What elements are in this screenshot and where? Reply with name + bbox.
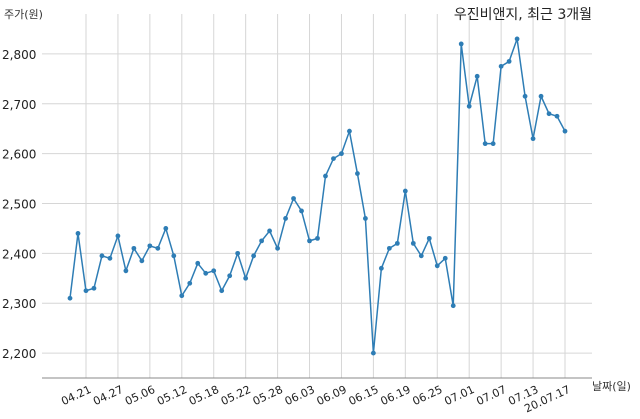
- data-point: [67, 295, 73, 301]
- x-tick-label: 05.12: [155, 383, 189, 408]
- data-point: [498, 63, 504, 69]
- y-tick-label: 2,700: [2, 98, 36, 112]
- data-point: [99, 253, 105, 259]
- x-tick-label: 04.21: [59, 383, 93, 408]
- y-tick-label: 2,500: [2, 197, 36, 211]
- y-tick-label: 2,600: [2, 148, 36, 162]
- price-series-points: [67, 36, 568, 356]
- data-point: [91, 285, 97, 291]
- data-point: [227, 273, 233, 279]
- data-point: [546, 111, 552, 117]
- data-point: [83, 288, 89, 294]
- data-point: [123, 268, 129, 274]
- y-tick-label: 2,300: [2, 297, 36, 311]
- data-point: [171, 253, 177, 259]
- data-point: [378, 265, 384, 271]
- data-point: [283, 216, 288, 221]
- data-point: [147, 243, 153, 249]
- x-tick-label: 05.06: [123, 383, 157, 408]
- data-point: [139, 258, 145, 264]
- data-point: [514, 36, 520, 42]
- y-tick-label: 2,200: [2, 347, 36, 361]
- data-point: [355, 171, 360, 176]
- data-point: [203, 270, 209, 276]
- data-point: [243, 275, 249, 281]
- price-series-line: [69, 38, 566, 354]
- data-point: [450, 303, 456, 309]
- data-point: [530, 136, 536, 142]
- data-point: [347, 128, 352, 134]
- data-point: [370, 350, 376, 356]
- data-point: [195, 260, 201, 266]
- data-point: [187, 280, 193, 286]
- data-point: [115, 233, 121, 239]
- x-tick-label: 06.19: [379, 383, 413, 408]
- chart-title: 우진비앤지, 최근 3개월: [453, 7, 592, 23]
- x-tick-label: 06.25: [410, 383, 444, 408]
- data-point: [131, 245, 137, 251]
- vertical-gridlines: [85, 14, 566, 378]
- data-point: [219, 288, 225, 294]
- data-point: [562, 128, 568, 134]
- data-point: [426, 235, 432, 241]
- data-point: [275, 245, 280, 251]
- x-tick-label: 06.03: [283, 383, 317, 408]
- data-point: [394, 240, 400, 246]
- data-point: [474, 73, 480, 79]
- data-point: [466, 103, 472, 109]
- x-tick-label: 07.01: [442, 383, 476, 408]
- data-point: [291, 196, 296, 201]
- x-tick-label: 04.27: [91, 383, 125, 408]
- y-tick-labels: 2,200 2,300 2,400 2,500 2,600 2,700 2,800: [2, 48, 36, 361]
- x-tick-label: 05.28: [251, 383, 285, 408]
- data-point: [299, 208, 304, 214]
- data-point: [363, 216, 368, 221]
- data-point: [418, 253, 424, 259]
- data-point: [554, 113, 560, 119]
- data-point: [506, 58, 512, 64]
- data-point: [163, 226, 169, 231]
- data-point: [458, 41, 464, 47]
- y-tick-label: 2,400: [2, 247, 36, 261]
- y-tick-label: 2,800: [2, 48, 36, 62]
- data-point: [522, 93, 528, 99]
- x-tick-label: 07.07: [474, 383, 508, 408]
- x-tick-label: 06.15: [347, 383, 381, 408]
- x-tick-label: 05.18: [187, 383, 221, 408]
- data-point: [434, 263, 440, 269]
- data-point: [386, 245, 392, 251]
- data-point: [107, 255, 113, 261]
- data-point: [267, 228, 272, 234]
- x-tick-label: 06.09: [315, 383, 349, 408]
- x-tick-label: 05.22: [219, 383, 253, 408]
- data-point: [315, 235, 320, 241]
- data-point: [402, 188, 408, 194]
- data-point: [75, 230, 81, 236]
- data-point: [323, 173, 328, 179]
- data-point: [155, 245, 161, 251]
- x-axis-label: 날짜(일): [592, 380, 631, 393]
- data-point: [490, 141, 496, 147]
- data-point: [331, 156, 336, 162]
- data-point: [235, 250, 241, 256]
- y-axis-label: 주가(원): [4, 8, 43, 21]
- data-point: [482, 141, 488, 147]
- data-point: [307, 238, 312, 244]
- x-tick-labels: 04.2104.2705.0605.1205.1805.2205.2806.03…: [59, 383, 572, 415]
- data-point: [410, 240, 416, 246]
- data-point: [339, 151, 344, 157]
- data-point: [179, 293, 185, 299]
- data-point: [251, 253, 257, 259]
- data-point: [538, 93, 544, 99]
- horizontal-gridlines: [42, 53, 592, 354]
- data-point: [442, 255, 448, 261]
- data-point: [211, 268, 217, 274]
- data-point: [259, 238, 265, 244]
